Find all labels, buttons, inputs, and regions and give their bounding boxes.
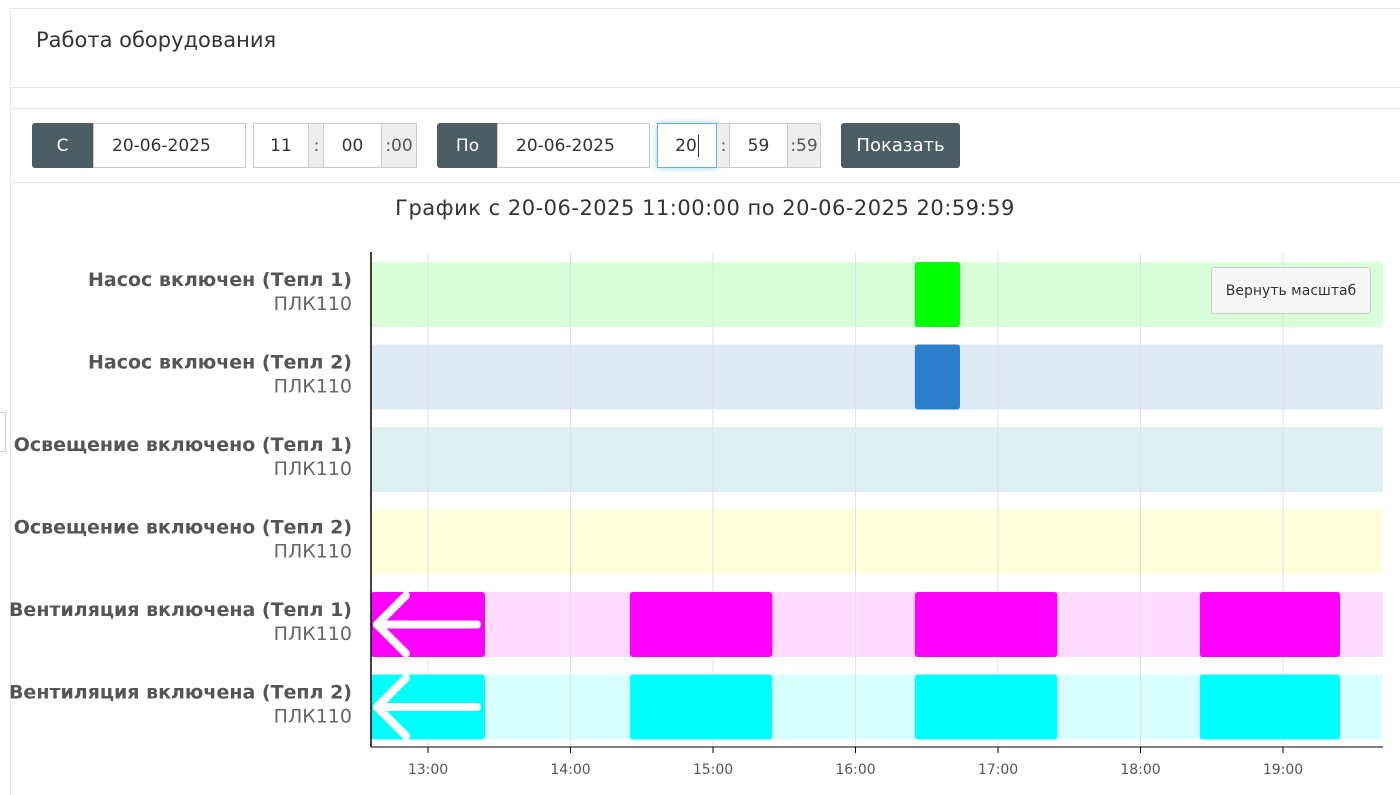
- row-label: Вентиляция включена (Тепл 2): [9, 682, 352, 704]
- side-handle[interactable]: [0, 412, 6, 452]
- reset-zoom-button[interactable]: Вернуть масштаб: [1211, 267, 1371, 314]
- from-seconds-label: :00: [382, 123, 417, 168]
- interval-bar: [629, 592, 773, 657]
- row-background: [371, 344, 1383, 410]
- to-time-separator: :: [717, 123, 730, 168]
- row-device-label: ПЛК110: [274, 623, 352, 645]
- to-hour-input[interactable]: 20: [657, 123, 717, 168]
- row-label: Вентиляция включена (Тепл 1): [9, 599, 352, 621]
- x-tick-label: 13:00: [408, 762, 448, 778]
- interval-bar: [914, 262, 960, 327]
- arrow-left-icon[interactable]: [373, 674, 481, 740]
- row-background: [371, 509, 1383, 575]
- x-tick-label: 17:00: [978, 762, 1018, 778]
- interval-bar: [914, 674, 1058, 740]
- panel: [10, 8, 1400, 795]
- chart-title: График с 20-06-2025 11:00:00 по 20-06-20…: [395, 196, 1015, 220]
- row-label: Насос включен (Тепл 1): [88, 269, 352, 291]
- row-device-label: ПЛК110: [274, 376, 352, 398]
- from-hour-input[interactable]: 11: [253, 123, 309, 168]
- divider: [10, 182, 1400, 183]
- row-label: Освещение включено (Тепл 2): [14, 517, 352, 539]
- interval-bar: [629, 674, 773, 740]
- from-minute-input[interactable]: 00: [323, 123, 382, 168]
- from-date-input[interactable]: 20-06-2025: [93, 123, 246, 168]
- x-tick-label: 14:00: [550, 762, 590, 778]
- interval-bar: [914, 592, 1058, 657]
- row-device-label: ПЛК110: [274, 541, 352, 563]
- show-button[interactable]: Показать: [841, 123, 960, 168]
- row-label: Насос включен (Тепл 2): [88, 352, 352, 374]
- x-tick-label: 16:00: [835, 762, 875, 778]
- from-time-separator: :: [309, 123, 324, 168]
- x-tick-label: 15:00: [693, 762, 733, 778]
- interval-bar: [1199, 592, 1340, 657]
- to-label: По: [437, 123, 498, 168]
- from-label: С: [32, 123, 93, 168]
- row-label: Освещение включено (Тепл 1): [14, 434, 352, 456]
- interval-bar: [1199, 674, 1340, 740]
- panel-header: [10, 8, 1400, 88]
- to-hour-value: 20: [675, 135, 697, 156]
- to-minute-input[interactable]: 59: [729, 123, 788, 168]
- interval-bar: [914, 344, 960, 410]
- x-tick-label: 19:00: [1263, 762, 1303, 778]
- x-tick-label: 18:00: [1120, 762, 1160, 778]
- row-device-label: ПЛК110: [274, 458, 352, 480]
- divider: [10, 108, 1400, 109]
- row-device-label: ПЛК110: [274, 706, 352, 728]
- page-title: Работа оборудования: [36, 28, 277, 52]
- arrow-left-icon[interactable]: [373, 591, 481, 658]
- to-seconds-label: :59: [788, 123, 821, 168]
- row-background: [371, 427, 1383, 492]
- row-device-label: ПЛК110: [274, 293, 352, 315]
- text-caret: [697, 134, 699, 157]
- to-date-input[interactable]: 20-06-2025: [497, 123, 650, 168]
